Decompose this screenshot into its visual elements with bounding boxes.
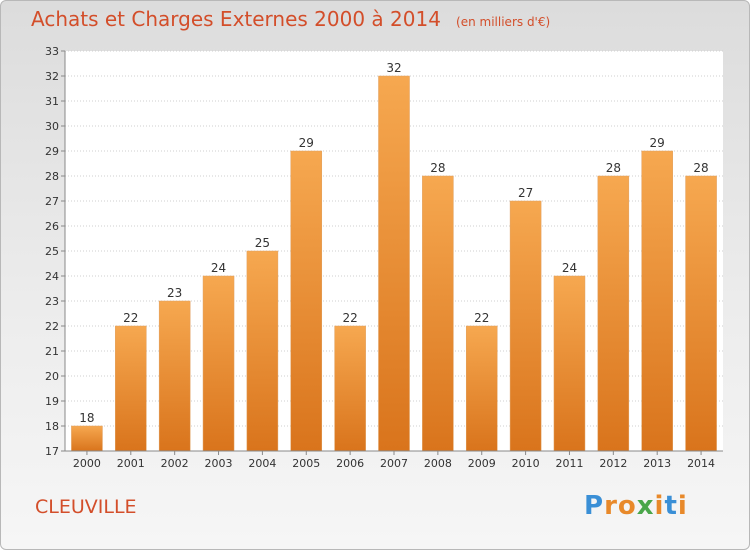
y-tick-label: 27 [45,195,59,208]
bar [158,300,191,452]
x-tick-label: 2004 [248,457,276,470]
y-tick-label: 28 [45,170,59,183]
proxiti-logo: Proxiti [584,491,688,521]
bar [290,150,323,452]
bar-value-label: 28 [430,161,445,175]
bar-value-label: 25 [255,236,270,250]
bar-value-label: 32 [386,61,401,75]
y-tick-label: 18 [45,420,59,433]
x-tick-label: 2011 [555,457,583,470]
y-tick-label: 32 [45,70,59,83]
chart-unit: (en milliers d'€) [456,15,551,29]
y-tick-label: 20 [45,370,59,383]
logo-letter: r [604,491,618,521]
bar-value-label: 24 [211,261,226,275]
bar-value-label: 22 [123,311,138,325]
bar [641,150,673,452]
bar-value-label: 22 [342,311,357,325]
x-tick-label: 2014 [687,457,715,470]
logo-letter: x [636,491,655,521]
x-tick-label: 2002 [161,457,189,470]
x-tick-label: 2007 [380,457,408,470]
bar-value-label: 22 [474,311,489,325]
x-tick-label: 2012 [599,457,627,470]
y-tick-label: 21 [45,345,59,358]
y-tick-label: 25 [45,245,59,258]
bars: 18 22 23 24 25 29 22 32 28 22 27 24 28 29 28 [71,61,717,452]
logo-letter: t [664,491,678,521]
bar [115,325,147,452]
x-tick-label: 2005 [292,457,320,470]
commune-name: CLEUVILLE [35,496,137,518]
logo-letter: o [617,491,637,521]
bar-value-label: 29 [299,136,314,150]
bar [246,250,279,452]
y-tick-label: 33 [45,45,59,58]
bar-value-label: 27 [518,186,533,200]
y-tick-label: 29 [45,145,59,158]
x-tick-label: 2003 [205,457,233,470]
x-tick-label: 2000 [73,457,101,470]
bar [553,275,586,452]
x-tick-label: 2008 [424,457,452,470]
y-tick-label: 30 [45,120,59,133]
x-tick-label: 2013 [643,457,671,470]
chart-title: Achats et Charges Externes 2000 à 2014 (… [31,7,550,31]
y-tick-label: 17 [45,445,59,458]
bar-value-label: 23 [167,286,182,300]
bar-value-label: 28 [693,161,708,175]
bar [202,275,235,452]
bar-value-label: 29 [650,136,665,150]
logo-letter: i [654,491,665,521]
y-tick-label: 24 [45,270,59,283]
bar-value-label: 28 [606,161,621,175]
y-tick-label: 19 [45,395,59,408]
bar [378,75,410,452]
y-tick-label: 23 [45,295,59,308]
bar [597,175,630,452]
bar [422,175,454,452]
x-tick-label: 2006 [336,457,364,470]
bar [71,425,103,452]
chart-title-text: Achats et Charges Externes 2000 à 2014 [31,7,441,31]
bar [509,200,542,452]
y-tick-label: 26 [45,220,59,233]
logo-letter: P [584,491,605,521]
bar-value-label: 18 [79,411,94,425]
axes: 17 18 19 20 21 22 23 24 25 26 27 28 29 30 31 32 33 2000 20… [45,45,723,470]
x-tick-label: 2009 [468,457,496,470]
bar [465,325,498,452]
x-tick-label: 2001 [117,457,145,470]
y-tick-label: 31 [45,95,59,108]
logo-letter: i [677,491,688,521]
x-tick-label: 2010 [512,457,540,470]
bar [685,175,717,452]
bar-value-label: 24 [562,261,577,275]
bar [334,325,366,452]
y-tick-label: 22 [45,320,59,333]
